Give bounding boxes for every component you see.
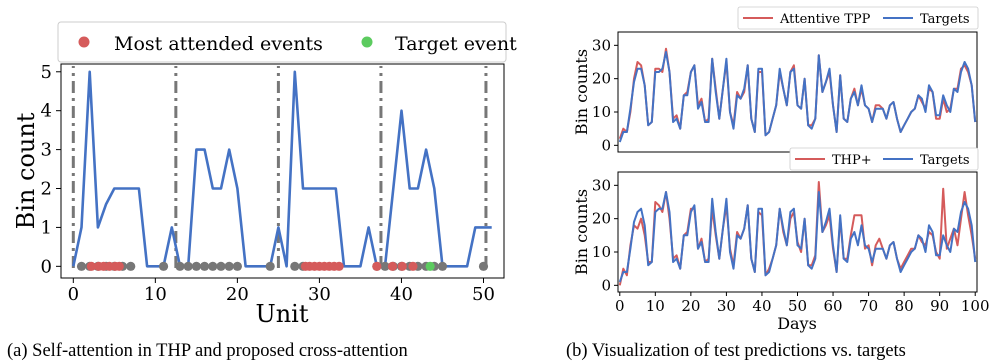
left-x-tick-label: 0 — [68, 284, 79, 305]
right-bottom-y-axis-label: Bin counts — [572, 189, 591, 275]
event-marker-grey — [290, 261, 300, 271]
left-chart: Most attended events Target event 0 10 20 3… — [12, 21, 517, 328]
left-y-tick-label: 4 — [41, 101, 52, 122]
caption-right: (b) Visualization of test predictions vs… — [566, 341, 906, 361]
right-bottom-x-tick-label: 100 — [961, 297, 990, 315]
left-x-tick-label: 40 — [390, 284, 413, 305]
event-marker-most-attended — [334, 261, 344, 271]
right-top-series-line-attentive-tpp — [618, 47, 977, 140]
event-marker-most-attended — [372, 261, 382, 271]
event-marker-most-attended — [114, 261, 124, 271]
event-marker-grey — [208, 261, 218, 271]
right-bottom-x-tick-label: 30 — [717, 297, 736, 315]
left-x-tick-label: 30 — [308, 284, 331, 305]
right-top-y-tick-label: 20 — [592, 70, 611, 88]
right-bottom-x-tick-label: 60 — [823, 297, 842, 315]
right-bottom-x-tick-label: 40 — [752, 297, 771, 315]
right-bottom-legend-label-thp-plus: THP+ — [832, 153, 872, 168]
right-bottom-x-axis-label: Days — [777, 314, 817, 333]
event-marker-most-attended — [387, 261, 398, 271]
bin-count-line — [72, 70, 492, 268]
legend-label-most-attended: Most attended events — [114, 33, 323, 55]
left-y-tick-label: 1 — [41, 217, 52, 238]
event-markers — [76, 261, 489, 271]
right-bottom-y-tick-label: 0 — [601, 276, 611, 294]
right-bottom-y-tick-label: 20 — [592, 210, 611, 228]
event-marker-grey — [216, 261, 226, 271]
event-marker-grey — [437, 261, 448, 271]
right-top-series-line-targets — [618, 51, 977, 143]
right-bottom-y-tick-label: 10 — [592, 243, 611, 261]
event-marker-target — [425, 261, 435, 271]
event-marker-grey — [199, 261, 210, 271]
right-top-y-tick-label: 0 — [601, 136, 611, 154]
event-marker-grey — [158, 261, 169, 271]
right-bottom-chart: 0 10 20 30 0 10 20 30 40 50 60 70 80 90 100 THP+ Targe… — [572, 147, 990, 333]
right-top-series-lines — [618, 47, 977, 143]
right-top-legend-label-attentive-tpp: Attentive TPP — [779, 12, 871, 27]
right-bottom-x-tick-label: 70 — [859, 297, 878, 315]
left-x-tick-label: 20 — [226, 284, 249, 305]
left-plot-frame — [60, 63, 505, 279]
right-top-y-tick-label: 10 — [592, 103, 611, 121]
right-bottom-x-tick-label: 20 — [681, 297, 700, 315]
event-marker-grey — [183, 261, 193, 271]
event-marker-grey — [76, 261, 87, 271]
event-marker-grey — [175, 261, 185, 271]
event-marker-most-attended — [408, 261, 418, 271]
bin-count-series-line — [72, 70, 492, 268]
event-marker-grey — [380, 261, 390, 271]
right-bottom-series-lines — [618, 181, 977, 286]
legend-label-target-event: Target event — [395, 33, 517, 55]
right-top-legend-box — [737, 6, 979, 30]
left-y-tick-label: 5 — [41, 62, 52, 83]
left-y-tick-label: 0 — [41, 256, 52, 277]
right-top-legend-label-targets: Targets — [920, 12, 970, 27]
left-x-axis-label: Unit — [255, 300, 308, 328]
event-marker-grey — [478, 261, 489, 271]
right-bottom-series-line-targets — [618, 191, 977, 283]
right-bottom-x-tick-label: 90 — [930, 297, 949, 315]
legend-marker-most-attended — [78, 36, 90, 48]
right-top-y-tick-label: 30 — [592, 36, 611, 54]
legend-marker-target-event — [361, 36, 373, 48]
right-bottom-legend-label-targets: Targets — [920, 153, 970, 168]
legend-box — [57, 21, 507, 63]
left-x-tick-label: 50 — [472, 284, 495, 305]
event-marker-grey — [191, 261, 201, 271]
left-y-tick-label: 2 — [41, 179, 52, 200]
event-marker-grey — [232, 261, 242, 271]
right-top-axis-ticks: 0 10 20 30 — [592, 36, 618, 154]
caption-left: (a) Self-attention in THP and proposed c… — [7, 341, 408, 361]
left-y-tick-label: 3 — [41, 140, 52, 161]
event-marker-most-attended — [397, 261, 407, 271]
right-bottom-x-tick-label: 0 — [615, 297, 625, 315]
left-x-tick-label: 10 — [144, 284, 167, 305]
dashdot-lines — [71, 66, 488, 268]
right-top-y-axis-label: Bin counts — [572, 49, 591, 135]
right-bottom-x-tick-label: 80 — [895, 297, 914, 315]
right-bottom-y-tick-label: 30 — [592, 176, 611, 194]
event-marker-most-attended — [86, 261, 96, 271]
event-marker-grey — [265, 261, 275, 271]
left-axis-ticks: 0 10 20 30 40 50 0 1 2 3 4 5 — [41, 62, 495, 305]
event-marker-grey — [126, 261, 136, 271]
right-top-chart: 0 10 20 30 Attentive TPP Targets Bin counts — [572, 6, 979, 154]
right-bottom-series-line-thp- — [618, 181, 977, 286]
event-marker-grey — [224, 261, 234, 271]
right-bottom-axis-ticks: 0 10 20 30 0 10 20 30 40 50 60 70 80 90 100 — [592, 176, 990, 315]
left-y-axis-label: Bin count — [12, 112, 40, 229]
right-bottom-x-tick-label: 10 — [646, 297, 665, 315]
right-bottom-x-tick-label: 50 — [788, 297, 807, 315]
